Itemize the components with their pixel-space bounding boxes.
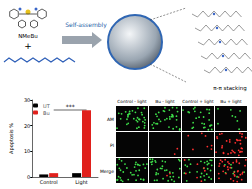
svg-text:10: 10 bbox=[24, 148, 30, 154]
svg-text:20: 20 bbox=[24, 123, 30, 129]
svg-text:0: 0 bbox=[27, 174, 30, 180]
svg-text:UT: UT bbox=[43, 103, 51, 109]
svg-text:Control - light: Control - light bbox=[117, 99, 147, 104]
svg-text:***: *** bbox=[66, 103, 75, 110]
svg-text:Apoptosis %: Apoptosis % bbox=[8, 123, 15, 154]
svg-text:PI: PI bbox=[110, 143, 114, 148]
svg-text:Control + light: Control + light bbox=[182, 99, 214, 104]
svg-text:Bu + light: Bu + light bbox=[220, 99, 242, 104]
svg-text:Bu: Bu bbox=[43, 110, 50, 116]
svg-text:NMeBu: NMeBu bbox=[18, 33, 38, 39]
svg-text:Bu - light: Bu - light bbox=[155, 99, 175, 104]
svg-text:Light: Light bbox=[75, 179, 88, 186]
svg-text:Control: Control bbox=[40, 179, 58, 185]
svg-text:Merge: Merge bbox=[100, 169, 114, 174]
svg-text:π-π stacking: π-π stacking bbox=[213, 85, 246, 92]
svg-text:Self-assembly: Self-assembly bbox=[65, 21, 107, 29]
svg-text:30: 30 bbox=[24, 97, 30, 103]
svg-text:AM: AM bbox=[107, 117, 114, 122]
svg-text:+: + bbox=[24, 41, 32, 51]
